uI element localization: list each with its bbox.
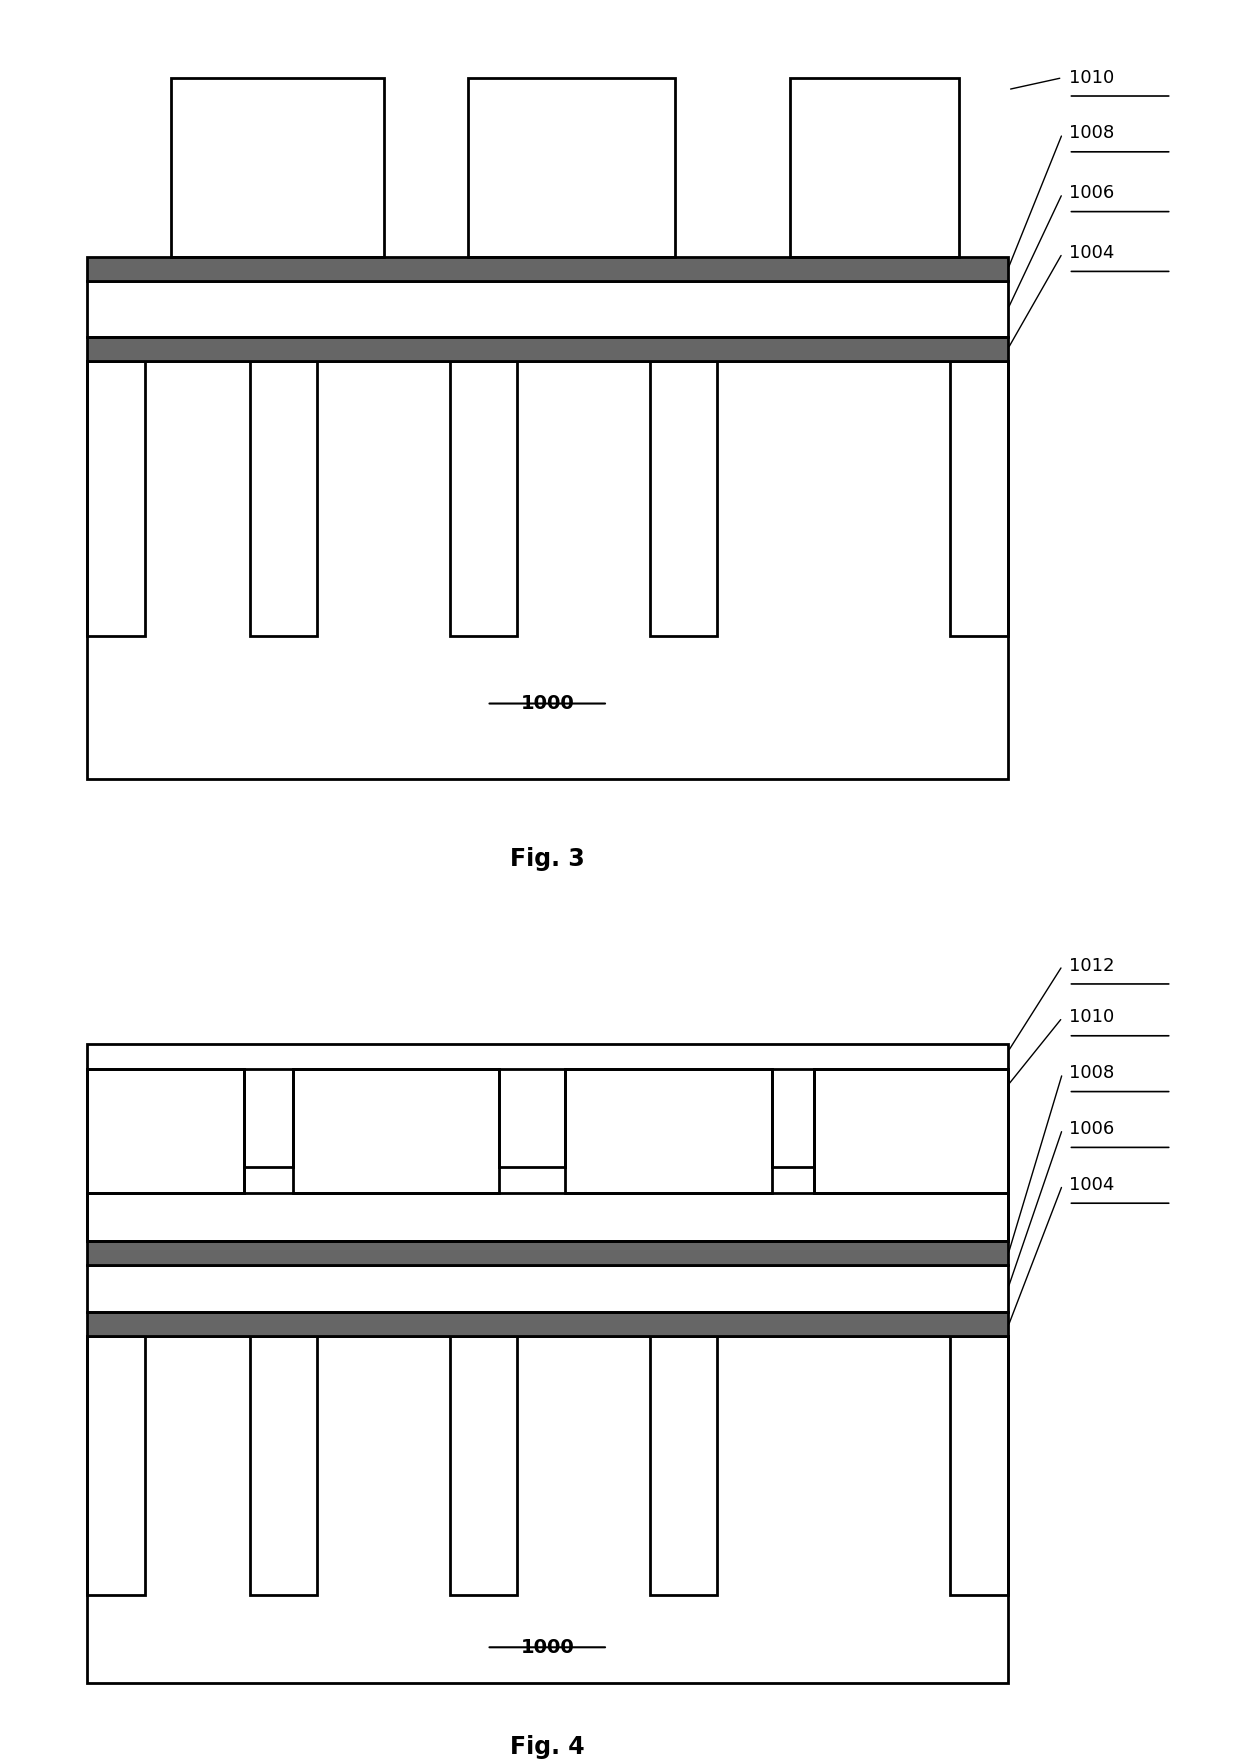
Bar xyxy=(87,361,145,636)
Text: 1012: 1012 xyxy=(1069,957,1114,974)
Text: 1004: 1004 xyxy=(1069,1175,1114,1195)
Bar xyxy=(790,78,960,257)
Bar xyxy=(813,1070,1008,1193)
Text: 1008: 1008 xyxy=(1069,1064,1114,1082)
Text: 1006: 1006 xyxy=(1069,1121,1114,1138)
Bar xyxy=(87,1336,1008,1683)
Text: Fig. 4: Fig. 4 xyxy=(510,1736,584,1758)
Bar xyxy=(87,1240,1008,1265)
Bar xyxy=(250,361,317,636)
Bar xyxy=(450,361,517,636)
Bar xyxy=(87,257,1008,280)
Bar xyxy=(87,1336,145,1595)
Text: 1000: 1000 xyxy=(521,1639,574,1656)
Bar xyxy=(87,1070,244,1193)
Bar xyxy=(87,337,1008,361)
Bar xyxy=(171,78,383,257)
Text: 1010: 1010 xyxy=(1069,69,1114,86)
Text: 1010: 1010 xyxy=(1069,1008,1114,1027)
Bar xyxy=(87,361,1008,779)
Bar xyxy=(450,1336,517,1595)
Bar xyxy=(650,361,717,636)
Text: 1008: 1008 xyxy=(1069,125,1114,143)
Text: 1006: 1006 xyxy=(1069,185,1114,203)
Bar xyxy=(950,1336,1008,1595)
Bar xyxy=(87,1265,1008,1313)
Bar xyxy=(87,1313,1008,1336)
Bar xyxy=(250,1336,317,1595)
Text: 1004: 1004 xyxy=(1069,245,1114,263)
Text: 1000: 1000 xyxy=(521,694,574,714)
Text: Fig. 3: Fig. 3 xyxy=(510,848,584,870)
Bar xyxy=(950,361,1008,636)
Bar xyxy=(87,280,1008,337)
Bar xyxy=(469,78,675,257)
Bar xyxy=(87,1193,1008,1240)
Bar xyxy=(87,1043,1008,1240)
Bar xyxy=(565,1070,771,1193)
Bar xyxy=(650,1336,717,1595)
Bar xyxy=(293,1070,498,1193)
